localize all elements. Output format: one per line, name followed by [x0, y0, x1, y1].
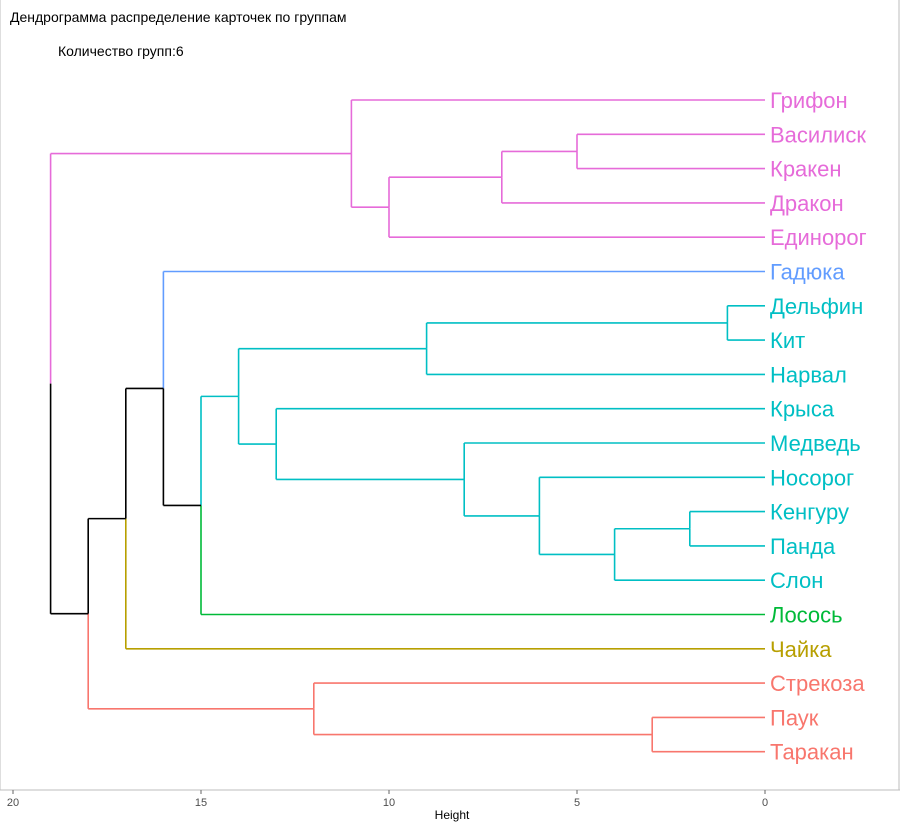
leaf-label: Дельфин: [770, 294, 863, 319]
x-axis-label: Height: [435, 808, 470, 822]
leaf-label: Чайка: [770, 637, 832, 662]
leaf-label: Лосось: [770, 603, 843, 628]
x-tick-label: 20: [7, 797, 19, 809]
x-tick-label: 15: [195, 797, 207, 809]
x-tick-label: 0: [762, 797, 768, 809]
leaf-label: Паук: [770, 705, 819, 730]
chart-subtitle: Количество групп:6: [58, 43, 184, 59]
leaf-label: Кенгуру: [770, 500, 849, 525]
leaf-label: Нарвал: [770, 362, 847, 387]
leaf-label: Стрекоза: [770, 671, 865, 696]
leaf-label: Носорог: [770, 465, 854, 490]
leaf-label: Василиск: [770, 122, 866, 147]
leaf-label: Грифон: [770, 88, 848, 113]
chart-title: Дендрограмма распределение карточек по г…: [10, 9, 347, 25]
leaf-label: Медведь: [770, 431, 861, 456]
leaf-label: Крыса: [770, 397, 835, 422]
leaf-label: Кит: [770, 328, 805, 353]
leaf-label: Слон: [770, 568, 823, 593]
leaf-label: Панда: [770, 534, 836, 559]
leaf-label: Кракен: [770, 157, 842, 182]
x-tick-label: 5: [574, 797, 580, 809]
leaf-label: Таракан: [770, 740, 854, 765]
x-tick-label: 10: [383, 797, 395, 809]
leaf-label: Дракон: [770, 191, 844, 216]
leaf-label: Единорог: [770, 225, 867, 250]
leaf-label: Гадюка: [770, 260, 845, 285]
